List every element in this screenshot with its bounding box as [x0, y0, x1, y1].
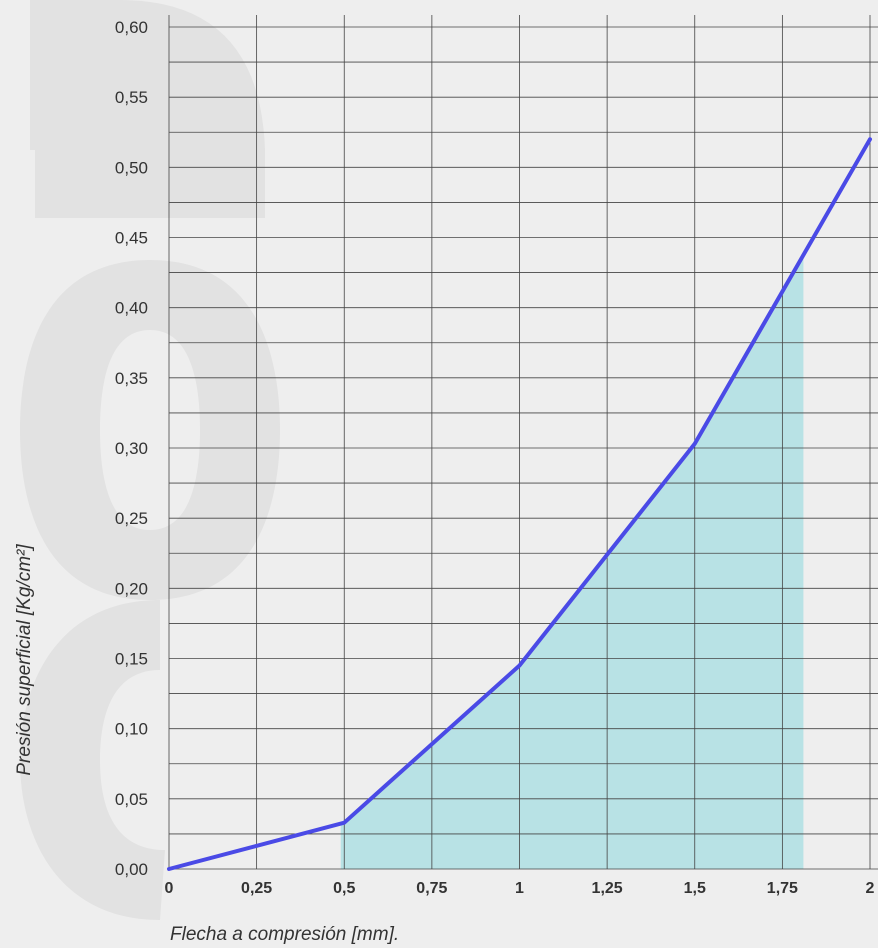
x-tick-label: 0,75 — [416, 880, 447, 897]
y-tick-label: 0,15 — [115, 650, 148, 669]
y-tick-label: 0,60 — [115, 18, 148, 37]
y-tick-label: 0,45 — [115, 229, 148, 248]
x-axis-label: Flecha a compresión [mm]. — [170, 924, 399, 945]
y-tick-label: 0,25 — [115, 509, 148, 528]
y-tick-label: 0,30 — [115, 439, 148, 458]
x-tick-label: 0,25 — [241, 880, 272, 897]
watermark — [20, 0, 280, 920]
y-tick-label: 0,05 — [115, 790, 148, 809]
watermark-shape — [20, 260, 280, 600]
shaded-area — [340, 254, 804, 869]
y-tick-label: 0,55 — [115, 88, 148, 107]
watermark-shape — [35, 148, 265, 218]
plot-area: 0,00 0,05 0,10 0,15 0,20 0,25 0,30 0,35 0,40 0,45… — [115, 15, 878, 897]
y-tick-label: 0,40 — [115, 299, 148, 318]
watermark-shape — [20, 600, 165, 920]
x-tick-label: 1,75 — [767, 880, 798, 897]
y-axis-label: Presión superficial [Kg/cm²] — [14, 544, 35, 776]
series-line — [167, 137, 872, 871]
x-tick-label: 2 — [866, 880, 875, 897]
y-tick-label: 0,50 — [115, 158, 148, 177]
y-tick-label: 0,10 — [115, 720, 148, 739]
x-tick-label: 0 — [165, 880, 174, 897]
x-tick-label: 1,5 — [684, 880, 706, 897]
x-tick-label: 1,25 — [592, 880, 623, 897]
watermark-shape — [30, 0, 265, 150]
x-tick-label: 0,5 — [333, 880, 355, 897]
x-tick-label: 1 — [515, 880, 524, 897]
y-tick-label: 0,35 — [115, 369, 148, 388]
y-tick-label: 0,00 — [115, 860, 148, 879]
y-tick-label: 0,20 — [115, 579, 148, 598]
